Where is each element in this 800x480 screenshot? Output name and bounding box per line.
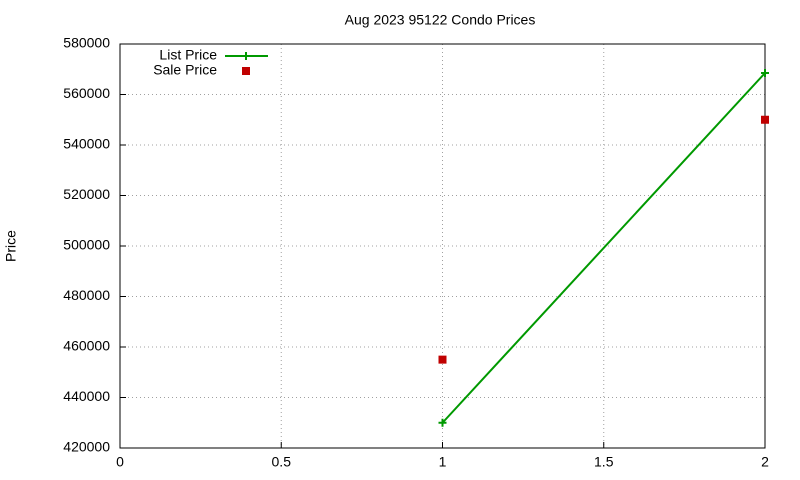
x-tick-label: 1.5 <box>594 454 614 470</box>
y-tick-label: 420000 <box>63 439 110 455</box>
legend-swatch <box>242 67 250 75</box>
y-tick-label: 500000 <box>63 237 110 253</box>
y-tick-label: 520000 <box>63 186 110 202</box>
x-tick-label: 0 <box>116 454 124 470</box>
point-marker <box>438 355 447 364</box>
point-marker <box>761 115 769 124</box>
point-marker <box>438 418 447 427</box>
legend-label: Sale Price <box>153 62 217 78</box>
legend-swatch <box>242 52 250 60</box>
y-tick-label: 560000 <box>63 85 110 101</box>
plot-border <box>119 43 766 449</box>
y-tick-label: 440000 <box>63 388 110 404</box>
series-line <box>441 72 766 424</box>
x-tick-label: 0.5 <box>272 454 292 470</box>
legend-label: List Price <box>159 47 217 63</box>
x-tick-label: 1 <box>439 454 447 470</box>
y-tick-label: 460000 <box>63 338 110 354</box>
chart-title: Aug 2023 95122 Condo Prices <box>345 12 536 28</box>
y-tick-label: 480000 <box>63 287 110 303</box>
y-axis-label: Price <box>3 230 19 262</box>
x-tick-label: 2 <box>761 454 769 470</box>
point-marker <box>761 69 769 78</box>
y-tick-label: 580000 <box>63 35 110 51</box>
y-tick-label: 540000 <box>63 136 110 152</box>
